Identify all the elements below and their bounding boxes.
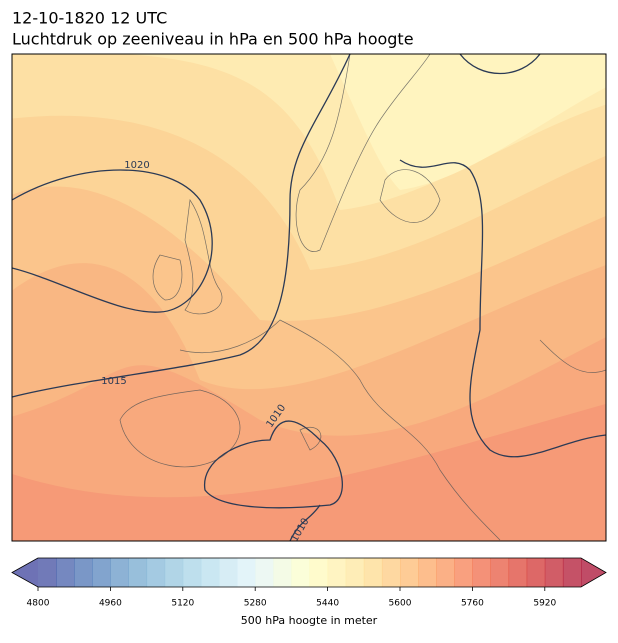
- colorbar-band: [56, 558, 75, 587]
- colorbar-band: [363, 558, 383, 587]
- colorbar-band: [436, 558, 455, 587]
- colorbar-outline: [11, 557, 607, 588]
- colorbar-band: [237, 558, 256, 587]
- colorbar-band: [418, 558, 437, 587]
- colorbar-band: [164, 558, 184, 587]
- colorbar-band: [508, 558, 528, 587]
- title: 12-10-1820 12 UTC: [12, 9, 167, 28]
- colorbar-band: [526, 558, 546, 587]
- field-band: [330, 54, 606, 190]
- colorbar-band: [182, 558, 202, 587]
- colorbar-tick-label: 4800: [27, 599, 50, 609]
- colorbar-band: [381, 558, 401, 587]
- colorbar-band: [146, 558, 166, 587]
- map-frame: [11, 53, 607, 542]
- isobar-label: 1015: [101, 376, 126, 387]
- colorbar-tick-label: 5600: [389, 599, 412, 609]
- colorbar-label: 500 hPa hoogte in meter: [241, 614, 378, 627]
- colorbar-band: [345, 558, 365, 587]
- colorbar-tick-label: 5920: [533, 599, 556, 609]
- colorbar-tick-label: 5280: [244, 599, 267, 609]
- colorbar-band: [74, 558, 93, 587]
- colorbar-tick-label: 5120: [171, 599, 194, 609]
- coastlines: [119, 54, 606, 541]
- colorbar-tick-label: 5760: [461, 599, 484, 609]
- colorbar-band: [309, 558, 329, 587]
- colorbar: 4800 4960 5120 5280 5440 5600 5760 5920: [11, 557, 607, 609]
- colorbar-band: [92, 558, 111, 587]
- isobar-label: 1020: [124, 160, 149, 171]
- colorbar-extend-low: [12, 558, 38, 587]
- colorbar-band: [291, 558, 310, 587]
- colorbar-band: [544, 558, 564, 587]
- colorbar-band: [472, 558, 491, 587]
- colorbar-band: [454, 558, 473, 587]
- map: 1020 1015 1010 1010: [12, 54, 606, 541]
- colorbar-band: [327, 558, 347, 587]
- colorbar-tick-label: 5440: [316, 599, 339, 609]
- colorbar-tick-label: 4960: [99, 599, 122, 609]
- colorbar-band: [200, 558, 220, 587]
- colorbar-band: [128, 558, 148, 587]
- colorbar-band: [562, 558, 582, 587]
- colorbar-band: [38, 558, 57, 587]
- colorbar-band: [110, 558, 129, 587]
- subtitle: Luchtdruk op zeeniveau in hPa en 500 hPa…: [12, 30, 414, 49]
- colorbar-band: [219, 558, 238, 587]
- colorbar-band: [400, 558, 419, 587]
- colorbar-band: [273, 558, 292, 587]
- colorbar-extend-high: [581, 558, 606, 587]
- colorbar-band: [490, 558, 510, 587]
- colorbar-band: [255, 558, 274, 587]
- isobars: [12, 54, 606, 541]
